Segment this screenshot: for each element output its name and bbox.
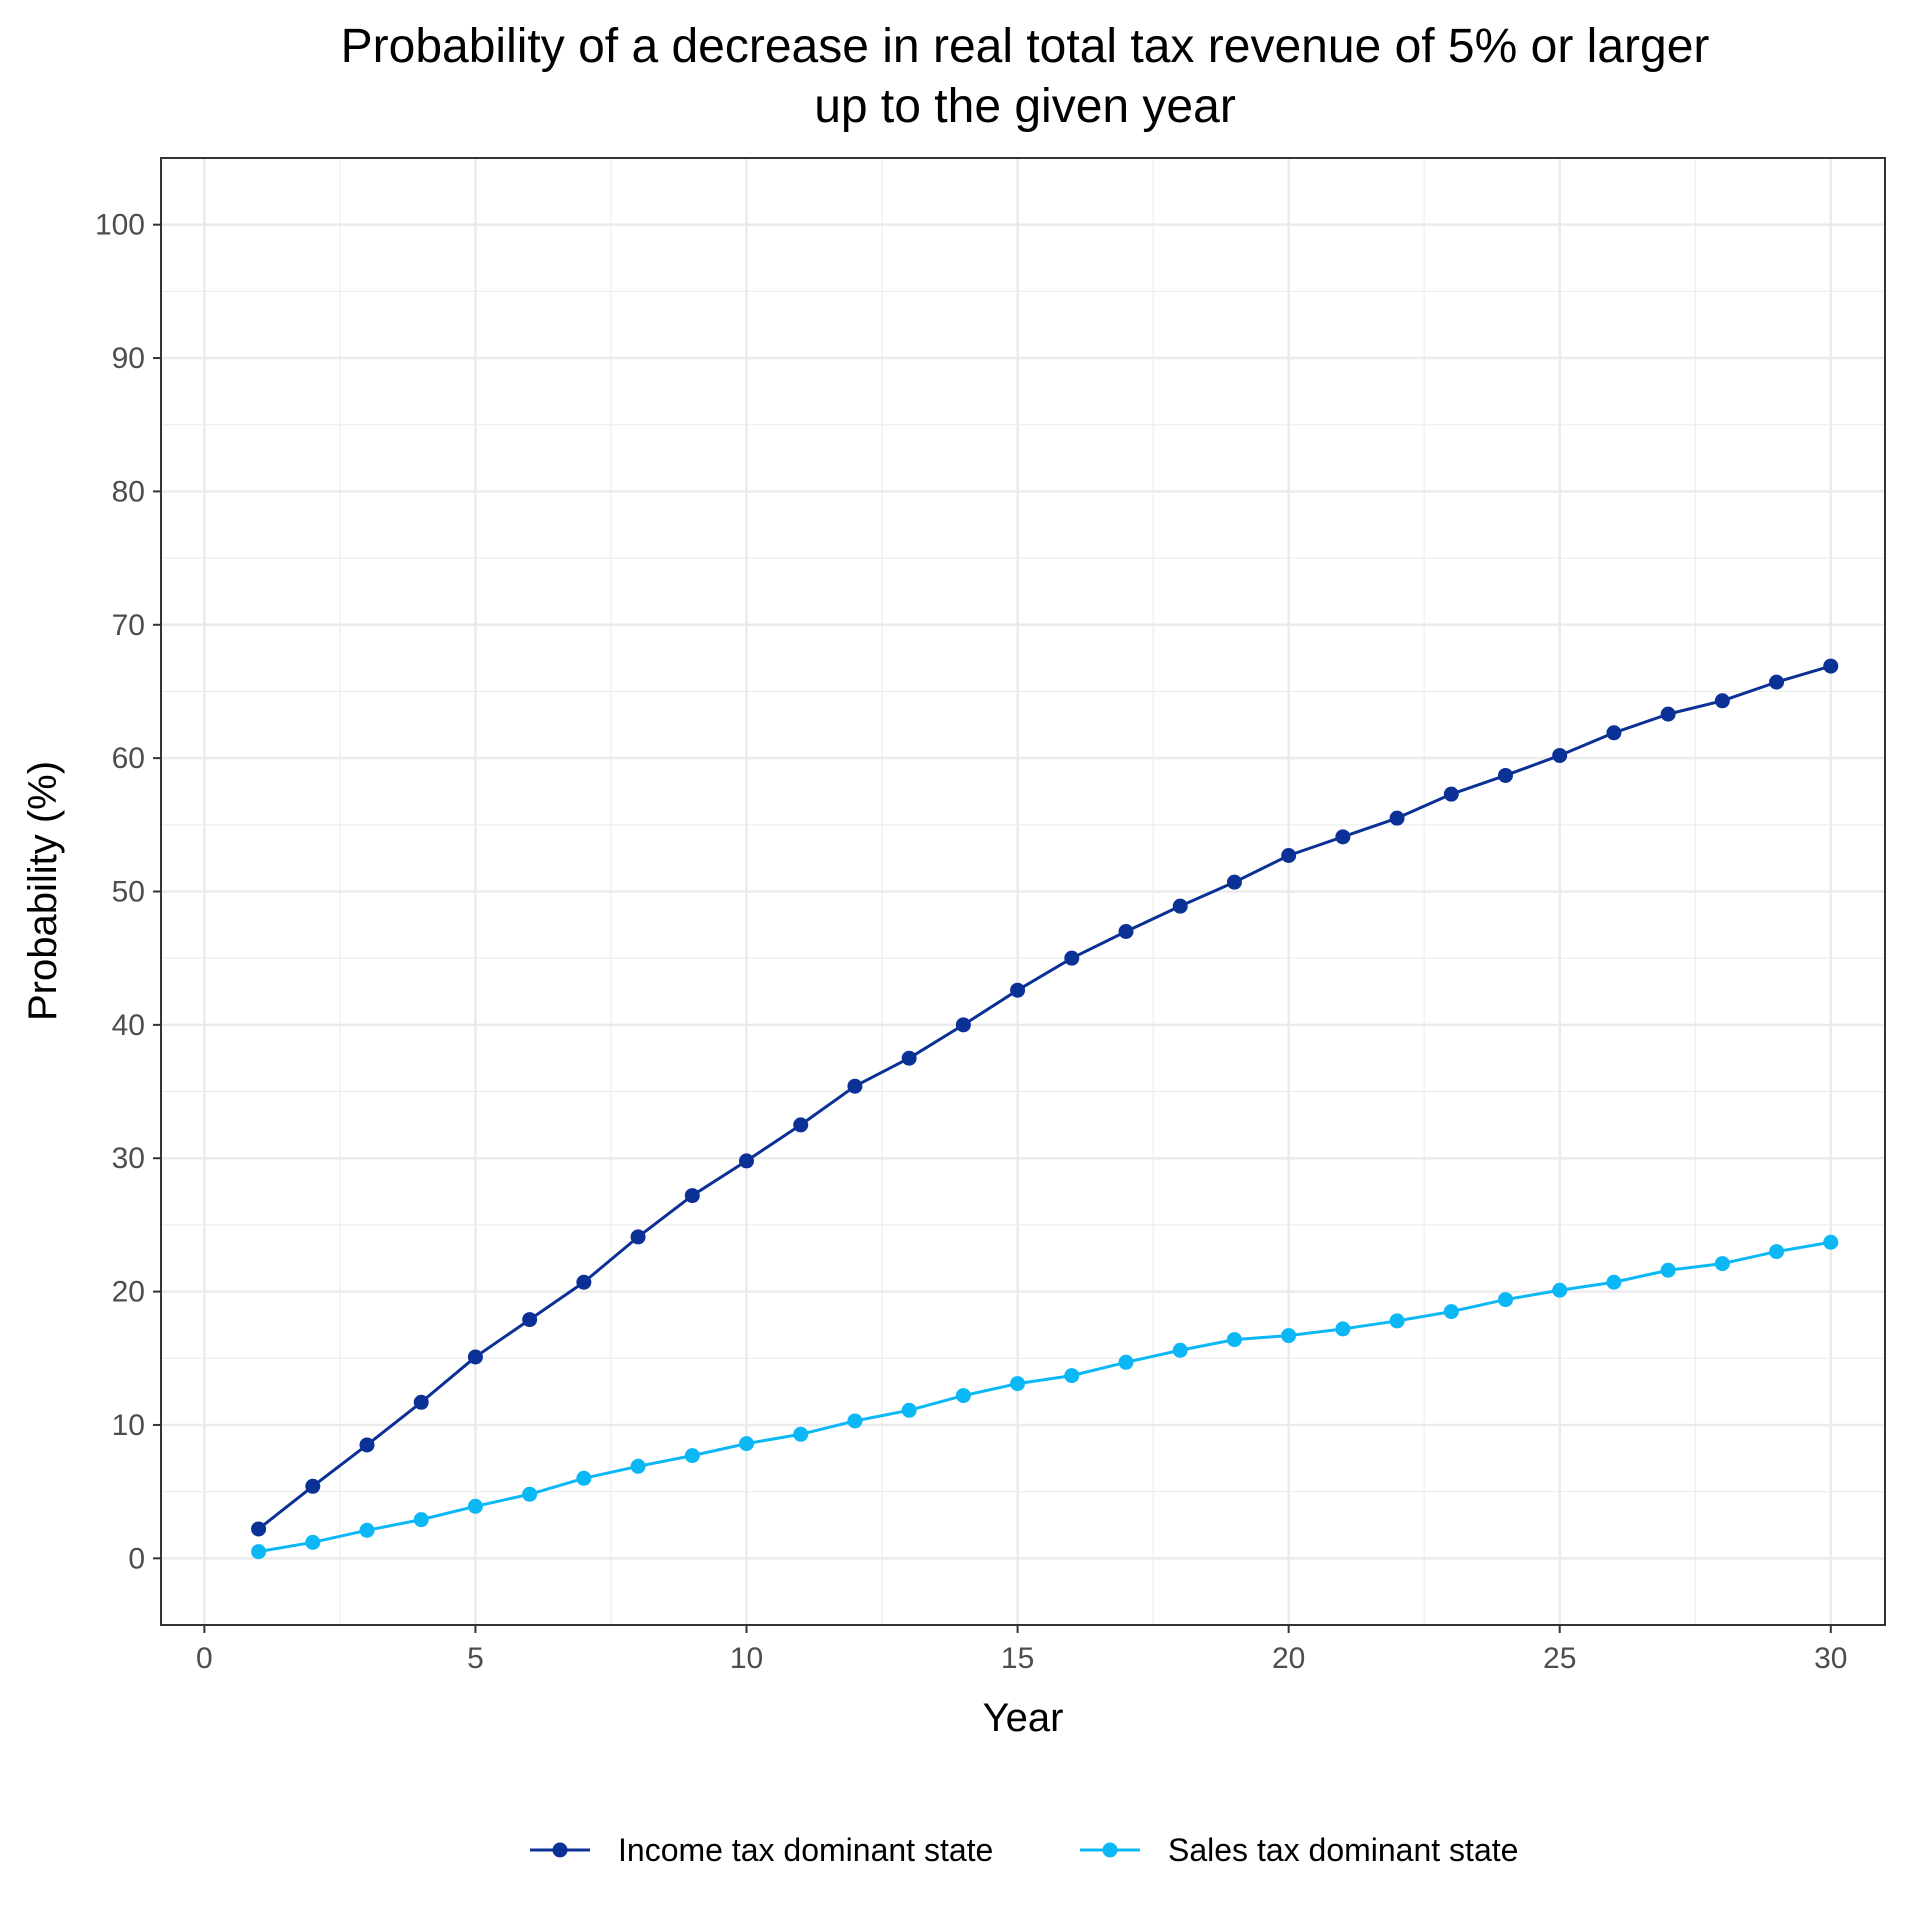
data-point bbox=[1226, 874, 1242, 890]
y-tick-label: 50 bbox=[112, 876, 145, 909]
y-axis-title: Probability (%) bbox=[21, 761, 65, 1021]
y-tick-label: 10 bbox=[112, 1409, 145, 1442]
data-point bbox=[467, 1498, 483, 1514]
data-point bbox=[1064, 1368, 1080, 1384]
x-axis: 0 5 10 15 20 25 30 bbox=[196, 1625, 1847, 1675]
data-point bbox=[1606, 1274, 1622, 1290]
x-tick-label: 20 bbox=[1272, 1642, 1305, 1675]
data-point bbox=[305, 1478, 321, 1494]
y-tick-label: 100 bbox=[95, 209, 145, 242]
data-point bbox=[1552, 1282, 1568, 1298]
data-point bbox=[1335, 1321, 1351, 1337]
data-point bbox=[1443, 1304, 1459, 1320]
series-2 bbox=[251, 1234, 1839, 1560]
data-point bbox=[684, 1188, 700, 1204]
data-point bbox=[1226, 1332, 1242, 1348]
chart-subtitle: up to the given year bbox=[814, 80, 1236, 133]
data-point bbox=[1443, 786, 1459, 802]
data-point bbox=[1769, 674, 1785, 690]
data-point bbox=[1823, 658, 1839, 674]
data-point bbox=[793, 1117, 809, 1133]
data-point bbox=[1769, 1244, 1785, 1260]
legend-swatch-point bbox=[552, 1842, 568, 1858]
x-tick-label: 25 bbox=[1543, 1642, 1576, 1675]
data-point bbox=[1714, 693, 1730, 709]
legend-item: Sales tax dominant state bbox=[1080, 1832, 1518, 1868]
data-point bbox=[251, 1544, 267, 1560]
data-point bbox=[576, 1470, 592, 1486]
data-point bbox=[793, 1426, 809, 1442]
data-point bbox=[1714, 1256, 1730, 1272]
y-tick-label: 60 bbox=[112, 742, 145, 775]
y-tick-label: 90 bbox=[112, 342, 145, 375]
data-point bbox=[1010, 982, 1026, 998]
chart-title: Probability of a decrease in real total … bbox=[341, 20, 1710, 73]
legend-label: Income tax dominant state bbox=[618, 1832, 993, 1868]
data-point bbox=[1606, 725, 1622, 741]
data-point bbox=[1389, 810, 1405, 826]
y-tick-label: 20 bbox=[112, 1276, 145, 1309]
data-point bbox=[630, 1458, 646, 1474]
data-point bbox=[955, 1017, 971, 1033]
data-point bbox=[901, 1402, 917, 1418]
data-point bbox=[847, 1078, 863, 1094]
data-point bbox=[467, 1349, 483, 1365]
data-point bbox=[359, 1437, 375, 1453]
data-point bbox=[1118, 924, 1134, 940]
data-point bbox=[1010, 1376, 1026, 1392]
data-point bbox=[359, 1522, 375, 1538]
data-point bbox=[576, 1274, 592, 1290]
data-point bbox=[413, 1512, 429, 1528]
data-point bbox=[901, 1050, 917, 1066]
data-point bbox=[1281, 1328, 1297, 1344]
data-point bbox=[684, 1448, 700, 1464]
series-layer bbox=[251, 658, 1839, 1560]
x-tick-label: 0 bbox=[196, 1642, 213, 1675]
data-point bbox=[305, 1534, 321, 1550]
data-point bbox=[1498, 767, 1514, 783]
data-point bbox=[522, 1312, 538, 1328]
data-point bbox=[1552, 747, 1568, 763]
series-line bbox=[257, 664, 1832, 1531]
legend-item: Income tax dominant state bbox=[530, 1832, 993, 1868]
legend-swatch-point bbox=[1102, 1842, 1118, 1858]
data-point bbox=[1823, 1234, 1839, 1250]
data-point bbox=[1064, 950, 1080, 966]
y-tick-label: 30 bbox=[112, 1142, 145, 1175]
data-point bbox=[251, 1521, 267, 1537]
data-point bbox=[630, 1229, 646, 1245]
x-tick-label: 5 bbox=[467, 1642, 484, 1675]
data-point bbox=[1660, 1262, 1676, 1278]
data-point bbox=[413, 1394, 429, 1410]
data-point bbox=[955, 1388, 971, 1404]
x-tick-label: 15 bbox=[1001, 1642, 1034, 1675]
data-point bbox=[1281, 847, 1297, 863]
x-tick-label: 30 bbox=[1814, 1642, 1847, 1675]
legend-label: Sales tax dominant state bbox=[1168, 1832, 1518, 1868]
data-point bbox=[847, 1413, 863, 1429]
series-line bbox=[258, 1240, 1832, 1554]
data-point bbox=[1172, 1342, 1188, 1358]
legend: Income tax dominant state Sales tax domin… bbox=[530, 1832, 1518, 1868]
y-tick-label: 40 bbox=[112, 1009, 145, 1042]
data-point bbox=[1118, 1354, 1134, 1370]
data-point bbox=[1498, 1292, 1514, 1308]
series-1 bbox=[251, 658, 1839, 1537]
grid-major bbox=[161, 158, 1885, 1625]
data-point bbox=[739, 1153, 755, 1169]
data-point bbox=[1389, 1313, 1405, 1329]
data-point bbox=[739, 1436, 755, 1452]
y-tick-label: 80 bbox=[112, 475, 145, 508]
y-axis: 0 10 20 30 40 50 60 70 80 90 100 bbox=[95, 209, 161, 1575]
data-point bbox=[1335, 829, 1351, 845]
data-point bbox=[1660, 706, 1676, 722]
y-tick-label: 70 bbox=[112, 609, 145, 642]
data-point bbox=[1172, 898, 1188, 914]
x-axis-title: Year bbox=[983, 1696, 1064, 1740]
y-tick-label: 0 bbox=[128, 1542, 145, 1575]
x-tick-label: 10 bbox=[730, 1642, 763, 1675]
data-point bbox=[522, 1486, 538, 1502]
